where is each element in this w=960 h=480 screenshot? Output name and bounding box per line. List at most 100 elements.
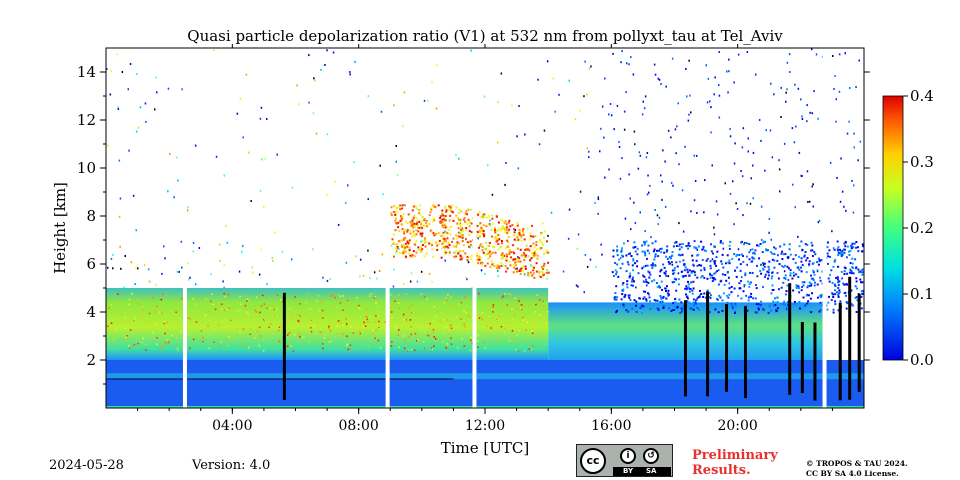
noise-pixel <box>123 286 125 289</box>
plume-pixel <box>490 253 493 256</box>
noise-pixel <box>760 238 763 241</box>
plume-pixel <box>409 232 412 235</box>
noise-pixel <box>120 267 122 270</box>
noise-pixel <box>839 291 841 294</box>
dust-pixel <box>121 322 124 324</box>
upper-layer-pixel <box>612 255 615 258</box>
upper-layer-pixel <box>749 271 751 274</box>
plume-pixel <box>487 252 490 255</box>
plume-pixel <box>478 258 481 261</box>
dust-pixel <box>477 334 479 337</box>
noise-pixel <box>832 55 834 57</box>
noise-pixel <box>741 146 744 149</box>
plume-pixel <box>403 244 406 247</box>
noise-pixel <box>801 286 803 288</box>
upper-layer-pixel <box>798 287 801 290</box>
dust-pixel <box>478 292 480 295</box>
dust-pixel <box>254 337 257 339</box>
upper-layer-pixel <box>745 242 748 245</box>
plume-pixel <box>449 214 452 217</box>
noise-pixel <box>853 146 855 149</box>
plume-pixel <box>545 249 548 252</box>
plume-pixel <box>431 220 434 223</box>
plume-pixel <box>467 208 470 211</box>
upper-layer-pixel <box>788 243 791 246</box>
noise-pixel <box>832 247 835 250</box>
plume-pixel <box>466 241 469 244</box>
noise-pixel <box>477 237 479 240</box>
noise-pixel <box>743 242 746 244</box>
plume-pixel <box>547 261 550 264</box>
plume-pixel <box>498 227 501 230</box>
noise-pixel <box>251 271 254 274</box>
upper-layer-pixel <box>801 249 804 252</box>
dust-pixel <box>246 300 248 302</box>
upper-layer-pixel <box>758 306 761 309</box>
upper-layer-pixel <box>625 309 628 312</box>
noise-pixel <box>724 182 726 185</box>
dust-pixel <box>124 316 127 319</box>
upper-layer-pixel <box>616 250 619 253</box>
plume-pixel <box>500 257 503 260</box>
dust-pixel <box>377 305 379 307</box>
dust-pixel <box>446 299 448 302</box>
noise-pixel <box>505 162 507 164</box>
plume-pixel <box>415 229 418 232</box>
upper-layer-pixel <box>819 279 822 282</box>
dust-pixel <box>455 315 457 318</box>
plume-pixel <box>525 244 528 247</box>
upper-layer-pixel <box>681 275 684 278</box>
plume-pixel <box>520 268 523 271</box>
noise-pixel <box>470 49 472 52</box>
upper-layer-pixel <box>755 287 758 290</box>
plume-pixel <box>456 241 459 244</box>
plume-pixel <box>464 212 467 215</box>
upper-layer-pixel <box>636 265 639 268</box>
y-tick-label: 10 <box>77 159 96 177</box>
upper-layer-pixel <box>808 264 811 267</box>
upper-layer-pixel <box>657 255 660 258</box>
noise-pixel <box>778 168 781 171</box>
plume-pixel <box>430 208 433 211</box>
noise-pixel <box>554 110 556 113</box>
plume-pixel <box>469 222 472 225</box>
plume-pixel <box>515 239 518 242</box>
upper-layer-pixel <box>807 285 810 287</box>
noise-pixel <box>764 169 766 172</box>
noise-pixel <box>276 153 278 156</box>
plume-pixel <box>401 228 404 230</box>
upper-layer-pixel <box>725 294 728 297</box>
upper-layer-pixel <box>659 270 662 273</box>
dust-pixel <box>192 297 194 300</box>
upper-layer-pixel <box>826 241 829 244</box>
upper-layer-pixel <box>860 307 863 310</box>
noise-pixel <box>852 211 855 214</box>
upper-layer-pixel <box>645 278 647 281</box>
dust-pixel <box>229 305 231 307</box>
dust-pixel <box>456 316 458 318</box>
dust-pixel <box>500 327 502 329</box>
noise-pixel <box>855 86 857 89</box>
dust-pixel <box>249 333 251 335</box>
upper-layer-pixel <box>711 280 714 282</box>
plume-pixel <box>415 223 418 226</box>
noise-pixel <box>110 70 113 73</box>
upper-layer-pixel <box>848 254 851 256</box>
plume-pixel <box>393 243 396 245</box>
dust-pixel <box>256 330 259 333</box>
plume-pixel <box>462 250 465 253</box>
plume-pixel <box>481 216 484 219</box>
y-tick-label: 14 <box>77 63 96 81</box>
noise-pixel <box>312 248 314 251</box>
plume-pixel <box>496 215 498 218</box>
dust-pixel <box>359 308 361 311</box>
noise-pixel <box>657 77 660 80</box>
upper-layer-pixel <box>645 298 648 301</box>
noise-pixel <box>688 113 690 116</box>
upper-layer-pixel <box>617 275 620 278</box>
upper-layer-pixel <box>808 263 811 266</box>
plume-pixel <box>404 242 407 245</box>
noise-pixel <box>608 113 610 116</box>
upper-layer-pixel <box>840 253 843 256</box>
dust-pixel <box>334 296 336 299</box>
